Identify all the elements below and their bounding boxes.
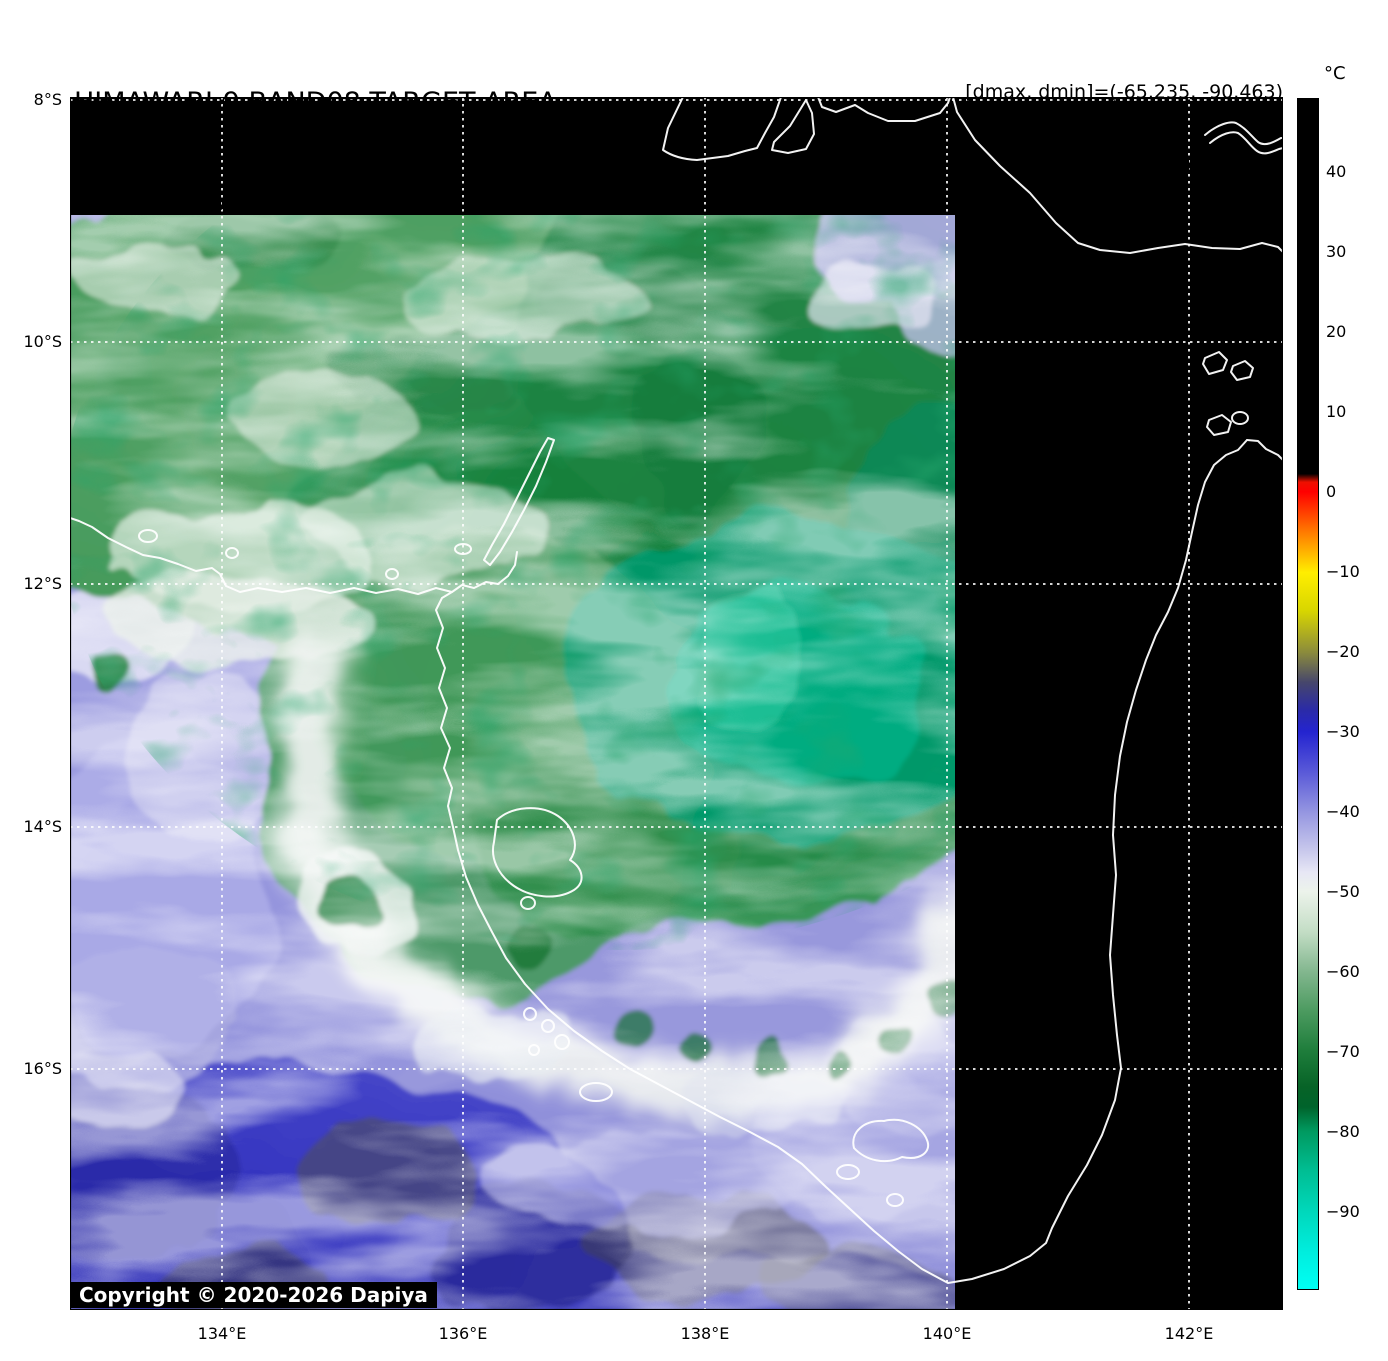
cb-tick-m10: −10	[1326, 562, 1360, 581]
lon-tick-138e: 138°E	[680, 1324, 730, 1343]
temperature-colorbar	[1297, 98, 1319, 1290]
coastlines	[70, 97, 1283, 1284]
coastline-island-loop	[771, 99, 815, 154]
lon-tick-134e: 134°E	[197, 1324, 247, 1343]
dmax-dmin-readout: [dmax, dmin]=(-65.235, -90.463)	[965, 81, 1283, 103]
coastline-cape-york-east	[1246, 439, 1283, 461]
satellite-data-field	[70, 215, 955, 1310]
island-mornington	[852, 1118, 930, 1163]
island-torres-3	[1206, 414, 1232, 436]
lon-tick-136e: 136°E	[438, 1324, 488, 1343]
satellite-image	[70, 97, 1283, 1310]
island-torres-1	[1202, 351, 1228, 375]
no-data-right-region	[955, 97, 1283, 1310]
island-groote-eylandt	[492, 807, 583, 898]
lat-tick-12s: 12°S	[23, 574, 62, 593]
island-wessel-chain	[483, 437, 555, 566]
plot-frame	[70, 97, 1283, 1310]
cb-tick-m90: −90	[1326, 1202, 1360, 1221]
no-data-top-band	[70, 97, 955, 215]
lat-tick-16s: 16°S	[23, 1059, 62, 1078]
cb-tick-30: 30	[1326, 242, 1347, 261]
cb-tick-m60: −60	[1326, 962, 1360, 981]
lon-tick-142e: 142°E	[1164, 1324, 1214, 1343]
cb-tick-m30: −30	[1326, 722, 1360, 741]
coastline-new-guinea-mid	[817, 97, 951, 122]
lat-tick-14s: 14°S	[23, 817, 62, 836]
cb-tick-20: 20	[1326, 322, 1347, 341]
island-small-3	[225, 547, 239, 559]
storm-info: 27P.NARELLE | 70kt, 983mb	[1018, 156, 1283, 178]
island-small-5	[520, 896, 536, 910]
island-small-4	[385, 568, 399, 580]
coastline-gove-peninsula	[451, 551, 518, 593]
header-right: [dmax, dmin]=(-65.235, -90.463) 27P.NARE…	[965, 30, 1283, 205]
colorbar-unit-label: °C	[1324, 63, 1346, 84]
river-fly	[1204, 121, 1283, 146]
coastline-new-guinea-south	[952, 97, 1283, 254]
timestamp: Time: 2026/03/21 05:50:00Z	[74, 186, 462, 217]
river-fly-bank	[1209, 131, 1283, 155]
island-pellew-3	[554, 1034, 570, 1050]
cb-tick-m70: −70	[1326, 1042, 1360, 1061]
cb-tick-m20: −20	[1326, 642, 1360, 661]
header: HIMAWARI-9 BAND08 TARGET AREA Time: 2026…	[74, 20, 557, 251]
cb-tick-0: 0	[1326, 482, 1337, 501]
map-canvas	[70, 97, 1283, 1310]
island-pellew-1	[523, 1007, 537, 1021]
lat-tick-8s: 8°S	[33, 90, 62, 109]
island-vanderlin	[579, 1082, 613, 1102]
island-pellew-4	[528, 1044, 540, 1056]
island-torres-2	[1230, 360, 1254, 381]
lat-tick-10s: 10°S	[23, 332, 62, 351]
island-small-2	[138, 529, 158, 543]
coastline-new-guinea-west	[662, 97, 782, 161]
page-title: HIMAWARI-9 BAND08 TARGET AREA	[74, 87, 557, 118]
island-pellew-2	[541, 1019, 555, 1033]
island-bentinck	[836, 1164, 860, 1180]
cb-tick-40: 40	[1326, 162, 1347, 181]
island-torres-4	[1231, 411, 1249, 425]
cb-tick-10: 10	[1326, 402, 1347, 421]
lon-tick-140e: 140°E	[922, 1324, 972, 1343]
coastline-gulf-of-carpentaria	[70, 439, 1248, 1284]
copyright-badge: Copyright © 2020-2026 Dapiya	[70, 1282, 437, 1308]
cb-tick-m50: −50	[1326, 882, 1360, 901]
cb-tick-m40: −40	[1326, 802, 1360, 821]
cb-tick-m80: −80	[1326, 1122, 1360, 1141]
island-small-6	[886, 1193, 904, 1207]
